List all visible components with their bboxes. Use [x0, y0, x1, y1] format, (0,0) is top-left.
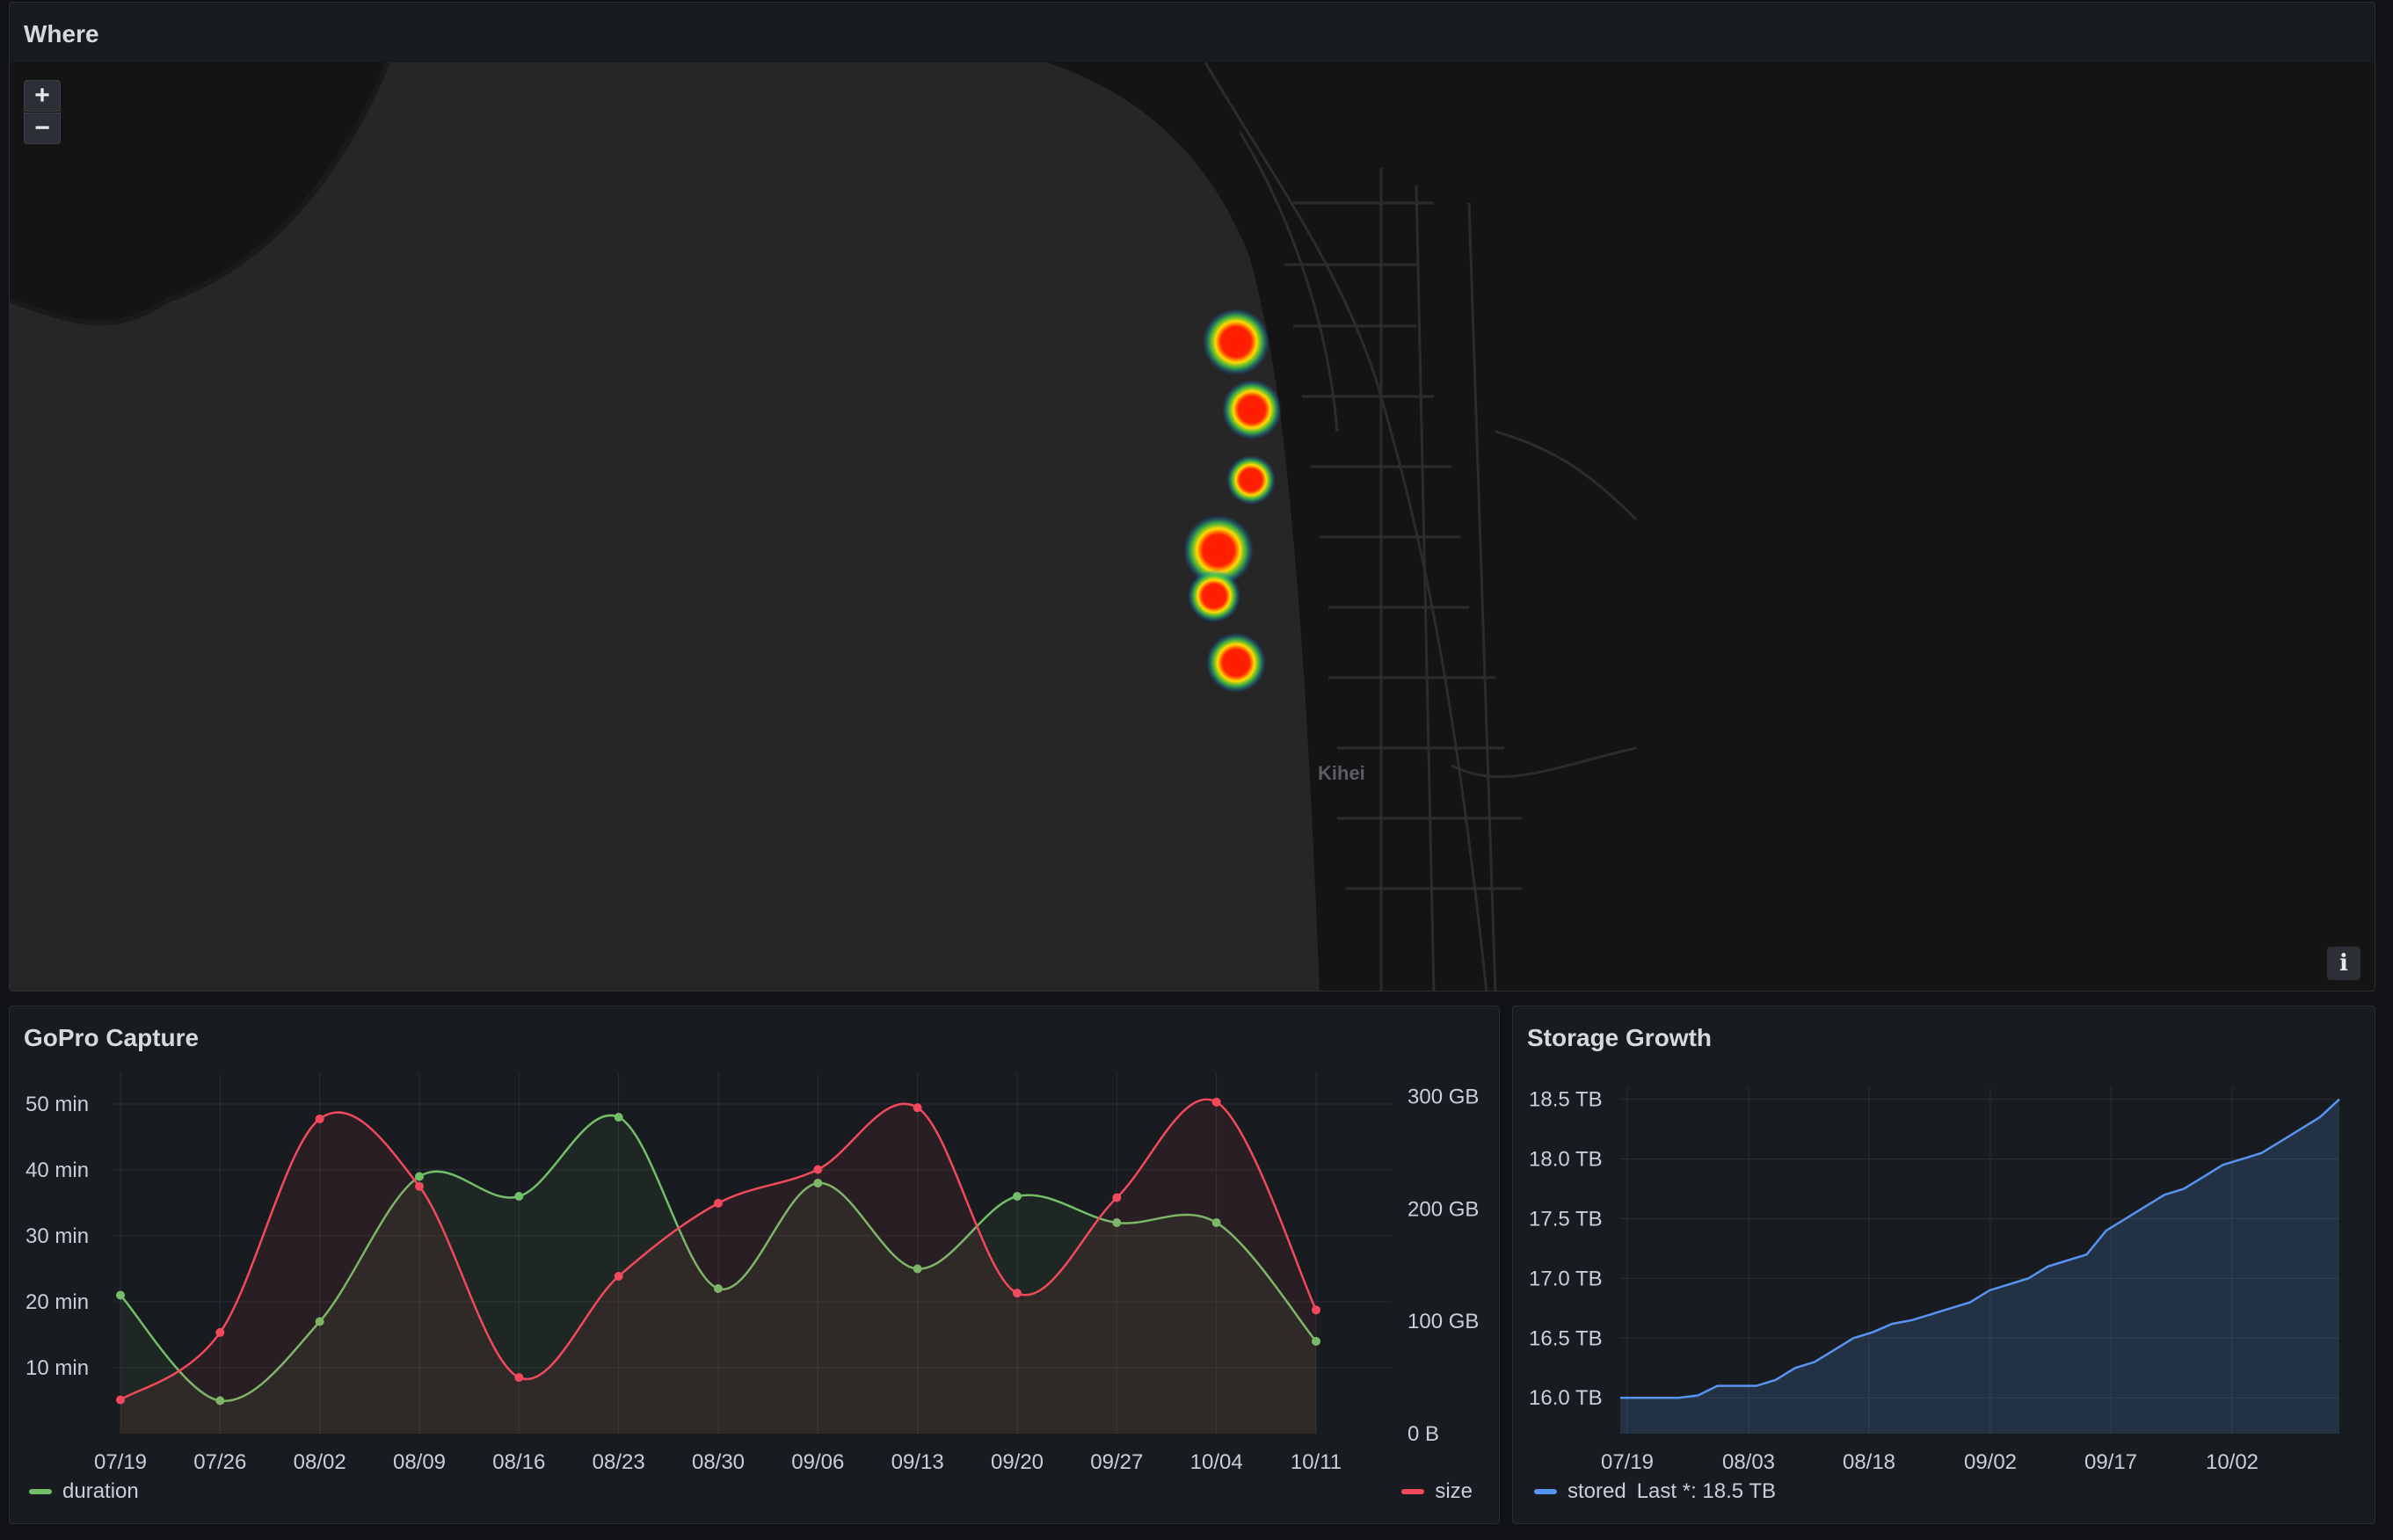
series-line-stored — [1620, 1098, 2340, 1399]
x-tick-label: 08/30 — [692, 1450, 745, 1474]
y-tick-label: 17.5 TB — [1529, 1207, 1603, 1231]
data-point-duration — [1112, 1218, 1122, 1227]
legend-swatch — [29, 1489, 52, 1494]
x-tick-label: 10/02 — [2206, 1450, 2258, 1474]
x-tick-label: 09/17 — [2084, 1450, 2137, 1474]
heat-spot — [1188, 570, 1240, 622]
x-tick-label: 09/02 — [1964, 1450, 2017, 1474]
legend-item-stored[interactable]: stored Last *: 18.5 TB — [1534, 1479, 1776, 1504]
legend-item-duration[interactable]: duration — [29, 1479, 139, 1504]
y-right-tick-label: 200 GB — [1407, 1197, 1479, 1221]
data-point-duration — [315, 1317, 324, 1326]
x-tick-label: 08/18 — [1843, 1450, 1895, 1474]
legend-swatch — [1534, 1489, 1557, 1494]
coastline-northwest — [10, 61, 390, 326]
y-left-tick-label: 50 min — [25, 1093, 89, 1116]
storage-growth-panel: Storage Growth 16.0 TB 16.5 TB 17.0 TB 17.5… — [1512, 1006, 2375, 1524]
x-tick-label: 09/20 — [991, 1450, 1044, 1474]
y-left-tick-label: 20 min — [25, 1290, 89, 1314]
panel-title[interactable]: Storage Growth — [1527, 1024, 1713, 1051]
info-button[interactable]: i — [2327, 947, 2360, 980]
data-point-size — [215, 1327, 225, 1337]
data-point-size — [514, 1373, 524, 1383]
heat-spot — [1183, 515, 1254, 585]
legend-label: duration — [62, 1479, 139, 1503]
legend-label: size — [1435, 1479, 1473, 1503]
series-area-size — [120, 1099, 1316, 1434]
data-point-size — [614, 1271, 623, 1281]
x-tick-label: 10/11 — [1291, 1450, 1342, 1474]
gopro-capture-chart[interactable]: 07/19 07/26 08/02 08/09 08/16 08/23 08/30 09/06… — [10, 1006, 1500, 1524]
data-point-duration — [116, 1290, 125, 1300]
data-point-size — [913, 1103, 922, 1113]
data-point-duration — [1312, 1337, 1320, 1346]
x-tick-label: 09/06 — [791, 1450, 844, 1474]
y-left-tick-label: 30 min — [25, 1224, 89, 1248]
data-point-size — [1112, 1193, 1122, 1202]
y-tick-label: 16.0 TB — [1529, 1386, 1603, 1410]
x-tick-label: 09/27 — [1090, 1450, 1143, 1474]
heat-spot — [1206, 633, 1266, 693]
road-network — [1204, 62, 1638, 991]
panel-title[interactable]: GoPro Capture — [24, 1024, 200, 1051]
data-point-duration — [913, 1264, 922, 1274]
x-tick-label: 08/02 — [294, 1450, 346, 1474]
storage-growth-chart[interactable]: 16.0 TB 16.5 TB 17.0 TB 17.5 TB 18.0 TB 18.5 … — [1513, 1006, 2375, 1524]
panel-title[interactable]: Where — [24, 20, 99, 47]
y-left-tick-label: 40 min — [25, 1159, 89, 1182]
data-point-duration — [1211, 1218, 1221, 1227]
data-point-size — [714, 1198, 723, 1208]
data-point-size — [1211, 1097, 1221, 1107]
x-tick-label: 07/26 — [193, 1450, 246, 1474]
zoom-out-button[interactable]: − — [24, 113, 61, 144]
heatmap-map[interactable]: Kihei + − i — [10, 61, 2375, 992]
x-tick-label: 08/16 — [492, 1450, 545, 1474]
data-point-duration — [813, 1179, 823, 1188]
data-point-duration — [514, 1192, 524, 1201]
x-tick-label: 08/23 — [593, 1450, 645, 1474]
heat-spot — [1226, 455, 1276, 505]
x-tick-label: 08/09 — [393, 1450, 446, 1474]
y-left-tick-label: 10 min — [25, 1356, 89, 1380]
data-point-duration — [714, 1284, 723, 1293]
gopro-capture-panel: GoPro Capture 07/19 07/26 08/02 08/09 08/16 0… — [9, 1006, 1500, 1524]
data-point-duration — [215, 1396, 225, 1406]
x-tick-label: 08/03 — [1722, 1450, 1775, 1474]
data-point-duration — [614, 1113, 623, 1122]
legend-label: stored — [1567, 1479, 1626, 1503]
x-tick-label: 07/19 — [94, 1450, 147, 1474]
town-label: Kihei — [1318, 762, 1365, 784]
data-point-size — [415, 1181, 424, 1191]
data-point-size — [116, 1395, 125, 1405]
heat-spot — [1222, 380, 1282, 439]
data-point-size — [1312, 1305, 1320, 1315]
series-area-duration — [120, 1115, 1316, 1434]
y-tick-label: 16.5 TB — [1529, 1326, 1603, 1350]
y-right-tick-label: 300 GB — [1407, 1085, 1479, 1108]
legend-swatch — [1401, 1489, 1425, 1494]
y-tick-label: 17.0 TB — [1529, 1267, 1603, 1290]
map-panel: Where — [9, 2, 2375, 992]
y-tick-label: 18.5 TB — [1529, 1088, 1603, 1112]
data-point-size — [813, 1165, 823, 1174]
map-canvas[interactable] — [10, 61, 2375, 992]
series-area-stored — [1620, 1099, 2339, 1434]
heat-spot — [1203, 309, 1269, 375]
y-right-tick-label: 100 GB — [1407, 1310, 1479, 1333]
heat-spots — [1183, 309, 1282, 693]
ocean-area — [10, 62, 1320, 991]
legend-last-value: Last *: 18.5 TB — [1636, 1479, 1777, 1503]
data-point-duration — [415, 1172, 424, 1181]
zoom-in-button[interactable]: + — [24, 80, 61, 112]
data-point-size — [1013, 1289, 1022, 1298]
x-tick-label: 10/04 — [1190, 1450, 1243, 1474]
x-tick-label: 07/19 — [1601, 1450, 1654, 1474]
x-tick-label: 09/13 — [891, 1450, 944, 1474]
data-point-size — [315, 1114, 324, 1123]
y-tick-label: 18.0 TB — [1529, 1148, 1603, 1172]
y-right-tick-label: 0 B — [1407, 1422, 1439, 1446]
legend-item-size[interactable]: size — [1401, 1479, 1473, 1504]
data-point-duration — [1013, 1192, 1022, 1201]
